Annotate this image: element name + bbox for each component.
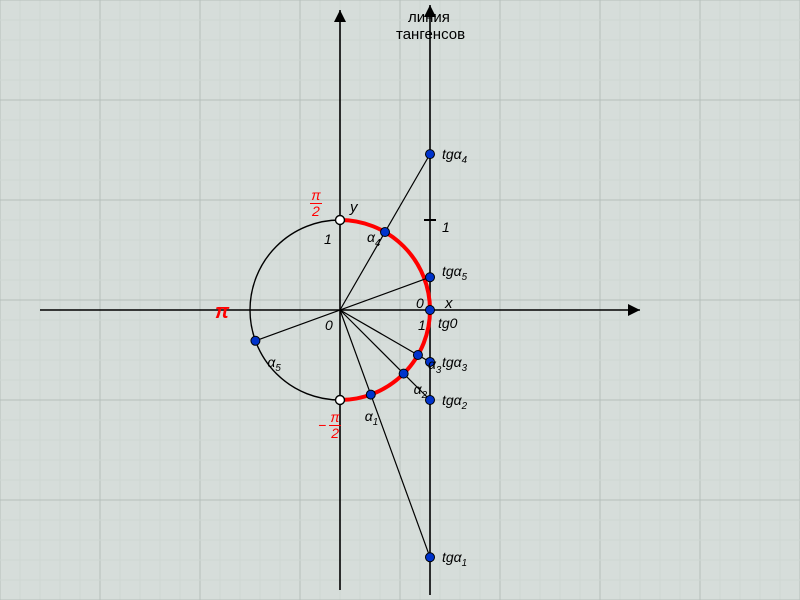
- pi-over-2-label: π2: [310, 188, 322, 218]
- tg-alpha-1-label: tgα1: [442, 550, 467, 569]
- alpha1-tangent-point: [426, 553, 435, 562]
- title-line-2: тангенсов: [396, 27, 465, 42]
- alpha5-tangent-point: [426, 273, 435, 282]
- pi-label: π: [215, 302, 229, 322]
- alpha-1-label: α1: [365, 409, 378, 428]
- y-axis-arrow: [334, 10, 346, 22]
- alpha-3-label: α3: [428, 357, 441, 376]
- tg-alpha-4-label: tgα4: [442, 147, 467, 166]
- one-y-label: 1: [324, 232, 332, 246]
- diagram-svg: [0, 0, 800, 600]
- alpha-2-label: α2: [414, 382, 427, 401]
- tg-alpha-5-label: tgα5: [442, 264, 467, 283]
- tg-alpha-2-label: tgα2: [442, 393, 467, 412]
- alpha5-ray: [255, 277, 430, 341]
- tg0-point: [426, 306, 435, 315]
- x-axis-label: x: [445, 296, 453, 311]
- alpha2-circle-point: [399, 369, 408, 378]
- alpha4-circle-point: [381, 228, 390, 237]
- alpha5-circle-point: [251, 336, 260, 345]
- one-tangent-label: 1: [442, 220, 450, 234]
- alpha1-circle-point: [366, 390, 375, 399]
- one-x-label: 1: [418, 318, 426, 332]
- alpha-4-label: α4: [367, 230, 380, 249]
- y-axis-label: y: [350, 200, 358, 215]
- open-point-1: [336, 396, 345, 405]
- tangent-line-diagram: линия тангенсов x y 0 0 1 1 1 π π2 −π2 t…: [0, 0, 800, 600]
- alpha4-tangent-point: [426, 150, 435, 159]
- alpha3-circle-point: [413, 351, 422, 360]
- alpha-5-label: α5: [267, 355, 280, 374]
- tg-alpha-3-label: tgα3: [442, 355, 467, 374]
- neg-pi-over-2-label: −π2: [318, 410, 341, 440]
- tangent-zero-label: 0: [416, 296, 424, 310]
- open-point-0: [336, 216, 345, 225]
- x-axis-arrow: [628, 304, 640, 316]
- tg0-label: tg0: [438, 316, 457, 330]
- title-line-1: линия: [408, 10, 450, 25]
- origin-zero-label: 0: [325, 318, 333, 332]
